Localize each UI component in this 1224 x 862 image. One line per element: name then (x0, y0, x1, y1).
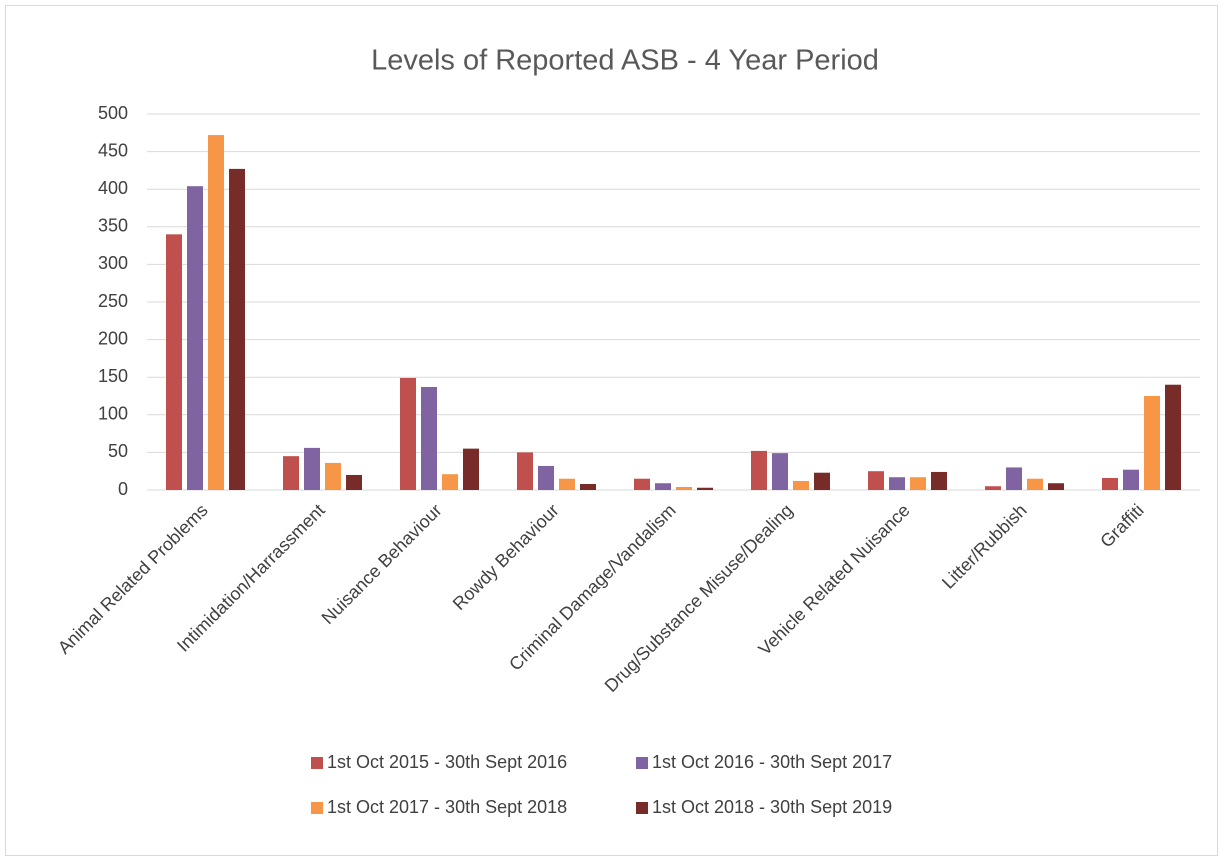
legend-label: 1st Oct 2016 - 30th Sept 2017 (652, 752, 892, 772)
bar (580, 483, 596, 490)
bar (1123, 469, 1139, 490)
bar (1048, 483, 1064, 490)
legend-label: 1st Oct 2015 - 30th Sept 2016 (327, 752, 567, 772)
legend-swatch (311, 757, 323, 769)
y-tick-label: 100 (98, 404, 128, 424)
chart-title: Levels of Reported ASB - 4 Year Period (371, 45, 879, 77)
bar (283, 456, 299, 490)
y-tick-label: 450 (98, 140, 128, 160)
bar (1165, 384, 1181, 490)
legend-swatch (636, 757, 648, 769)
bar (931, 471, 947, 490)
bar (208, 135, 224, 490)
bar (868, 471, 884, 490)
bar (814, 472, 830, 490)
legend-swatch (311, 802, 323, 814)
bar (910, 477, 926, 490)
chart-border (5, 5, 1218, 856)
bar (325, 462, 341, 490)
y-tick-label: 250 (98, 291, 128, 311)
y-tick-label: 50 (108, 441, 128, 461)
bar (1102, 477, 1118, 490)
y-tick-label: 300 (98, 253, 128, 273)
bar (463, 448, 479, 490)
bar (304, 447, 320, 490)
y-tick-label: 200 (98, 328, 128, 348)
bar (187, 186, 203, 490)
bar (634, 478, 650, 490)
bar (697, 487, 713, 490)
y-tick-label: 500 (98, 103, 128, 123)
legend-label: 1st Oct 2017 - 30th Sept 2018 (327, 797, 567, 817)
y-tick-label: 400 (98, 178, 128, 198)
bar (400, 377, 416, 490)
bar (538, 465, 554, 490)
y-tick-label: 150 (98, 366, 128, 386)
bar (1006, 467, 1022, 490)
y-tick-label: 350 (98, 216, 128, 236)
bar (655, 483, 671, 490)
bar (1027, 478, 1043, 490)
bar (229, 168, 245, 490)
legend-label: 1st Oct 2018 - 30th Sept 2019 (652, 797, 892, 817)
y-tick-label: 0 (118, 479, 128, 499)
bar (421, 386, 437, 490)
legend-swatch (636, 802, 648, 814)
bar (985, 486, 1001, 490)
bar (793, 480, 809, 490)
bar (442, 474, 458, 490)
bar (676, 486, 692, 490)
bar (166, 234, 182, 490)
bar (346, 474, 362, 490)
bar (517, 452, 533, 490)
bar (751, 450, 767, 490)
bar (559, 478, 575, 490)
bar (772, 453, 788, 490)
bar (1144, 396, 1160, 490)
bar (889, 477, 905, 490)
